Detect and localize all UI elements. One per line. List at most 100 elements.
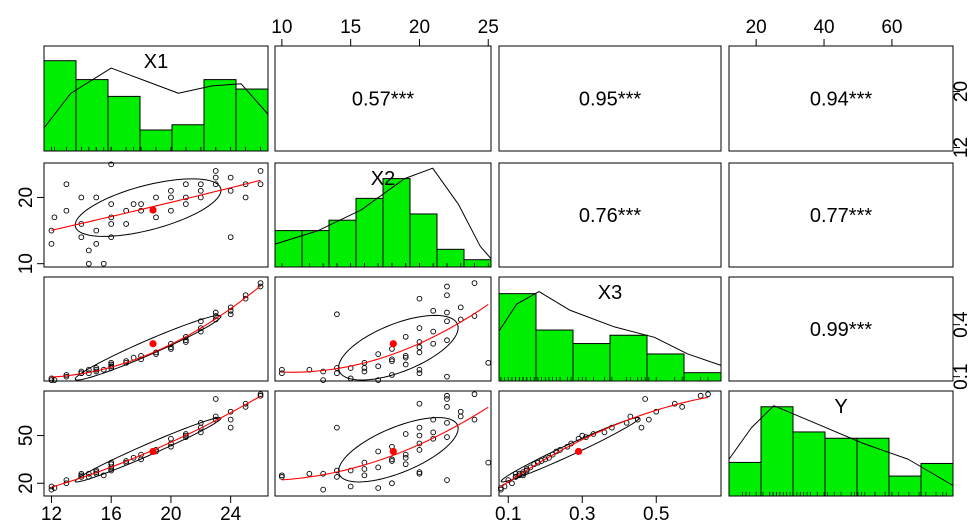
variable-label-y: Y xyxy=(834,396,847,418)
data-point xyxy=(579,432,586,439)
axes-layer: 10 15 20 25 20 40 60 12 16 20 24 0.1 0.3 0.5 10 20 20 50 1… xyxy=(16,17,972,525)
data-point xyxy=(444,337,450,344)
histogram-bar xyxy=(728,461,762,497)
histogram-bar xyxy=(572,343,611,382)
data-point xyxy=(183,194,189,201)
histogram-bar xyxy=(203,79,237,152)
data-point xyxy=(279,472,285,479)
mean-point xyxy=(149,447,157,456)
data-point xyxy=(257,280,264,286)
variable-label-x1: X1 xyxy=(144,51,168,73)
panel-frame xyxy=(728,162,954,268)
data-point xyxy=(227,424,234,431)
histogram-bar xyxy=(328,219,357,268)
data-point xyxy=(416,400,423,407)
data-point xyxy=(212,181,219,188)
data-point xyxy=(634,416,641,423)
data-point xyxy=(197,325,204,331)
panel-frame xyxy=(728,276,954,382)
mean-point xyxy=(574,447,583,456)
data-point xyxy=(361,472,368,479)
data-point xyxy=(444,309,450,316)
histogram-bar xyxy=(498,293,537,382)
data-point xyxy=(444,292,450,299)
tick-label: 20 xyxy=(746,17,767,38)
histogram-panel-x3: X3 xyxy=(498,282,722,382)
panel-frame xyxy=(43,162,269,268)
panel-frame xyxy=(498,162,722,268)
panel-frame xyxy=(43,45,269,152)
data-point xyxy=(389,358,395,364)
data-point xyxy=(183,201,189,207)
data-point xyxy=(108,234,115,241)
data-point xyxy=(48,240,55,247)
data-point xyxy=(705,391,711,398)
scatter-panel-y-vs-x3 xyxy=(498,391,711,493)
data-point xyxy=(416,366,423,373)
data-point xyxy=(549,451,556,458)
data-point xyxy=(320,377,327,383)
histogram-bar xyxy=(609,334,648,382)
data-point xyxy=(416,447,423,453)
data-point xyxy=(444,283,450,290)
smooth-line xyxy=(51,285,261,378)
data-point xyxy=(564,443,571,450)
tick-label: 12 xyxy=(951,137,972,158)
data-point xyxy=(51,485,58,491)
data-point xyxy=(48,486,55,493)
data-point xyxy=(375,377,382,383)
histogram-bar xyxy=(409,213,438,268)
data-point xyxy=(183,337,189,344)
histogram-bar xyxy=(792,431,826,497)
data-point xyxy=(108,201,115,207)
data-point xyxy=(227,416,234,423)
data-point xyxy=(168,443,174,450)
correlation-panel-x3-y: 0.99*** xyxy=(810,319,872,341)
panel-frame xyxy=(498,390,722,497)
data-point xyxy=(123,458,129,464)
data-point xyxy=(63,373,70,380)
data-point xyxy=(63,207,70,214)
data-point xyxy=(123,358,129,364)
data-point xyxy=(85,474,92,480)
correlation-label: 0.77*** xyxy=(810,205,872,227)
histogram-bar xyxy=(355,197,384,268)
correlation-panel-x2-y: 0.77*** xyxy=(810,205,872,227)
data-point xyxy=(257,168,264,174)
data-point xyxy=(416,349,423,356)
data-point xyxy=(138,207,144,214)
data-point xyxy=(334,424,340,431)
histogram-bar xyxy=(43,60,77,152)
data-point xyxy=(402,454,409,461)
data-point xyxy=(212,309,219,316)
data-point xyxy=(471,416,478,423)
data-point xyxy=(416,469,423,475)
data-point xyxy=(197,181,204,188)
smooth-line xyxy=(51,395,261,488)
histogram-panel-x2: X2 xyxy=(274,167,492,268)
data-point xyxy=(402,353,409,359)
data-point xyxy=(257,181,264,188)
data-point xyxy=(93,227,100,234)
data-point xyxy=(516,472,523,479)
data-point xyxy=(457,304,464,311)
data-point xyxy=(375,351,382,357)
density-curve xyxy=(43,67,269,129)
smooth-line xyxy=(51,179,261,231)
variable-label-x2: X2 xyxy=(371,168,395,190)
data-point xyxy=(471,280,478,286)
data-point xyxy=(538,458,545,464)
data-point xyxy=(375,363,382,370)
data-point xyxy=(520,469,526,475)
data-point xyxy=(197,328,204,335)
data-point xyxy=(638,424,645,431)
data-point xyxy=(430,307,437,314)
correlation-ellipse xyxy=(338,314,459,381)
tick-label: 12 xyxy=(41,504,62,525)
data-point xyxy=(320,486,327,493)
panel-frame xyxy=(274,162,492,268)
data-point xyxy=(85,247,92,254)
data-point xyxy=(523,467,530,474)
data-point xyxy=(444,419,450,426)
